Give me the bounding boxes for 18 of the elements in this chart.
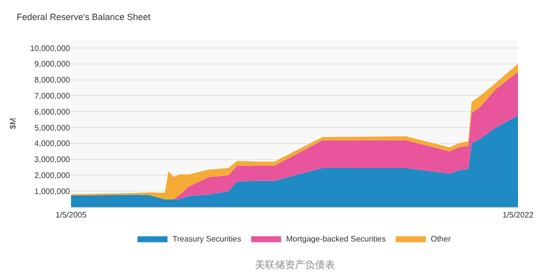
x-tick-label: 1/5/2005	[55, 210, 88, 220]
chart-title: Federal Reserve's Balance Sheet	[16, 12, 151, 22]
y-tick-label: 5,000,000	[34, 123, 71, 132]
y-tick-label: 4,000,000	[34, 139, 71, 148]
y-axis-title: $M	[8, 118, 18, 130]
x-tick-label: 1/5/2022	[502, 210, 534, 220]
legend-label: Other	[430, 234, 452, 244]
y-tick-label: 7,000,000	[34, 91, 71, 100]
y-tick-label: 3,000,000	[34, 155, 71, 164]
legend-label: Mortgage-backed Securities	[286, 234, 386, 244]
y-tick-label: 9,000,000	[34, 60, 71, 69]
legend-label: Treasury Securities	[172, 234, 242, 244]
y-tick-label: 2,000,000	[34, 170, 71, 180]
y-tick-label: 6,000,000	[34, 107, 71, 116]
y-tick-label: 1,000,000	[34, 186, 71, 196]
text: 美联储资产负债表	[255, 259, 335, 271]
y-tick-label: 8,000,000	[34, 76, 71, 85]
y-tick-label: 10,000,000	[30, 44, 71, 53]
